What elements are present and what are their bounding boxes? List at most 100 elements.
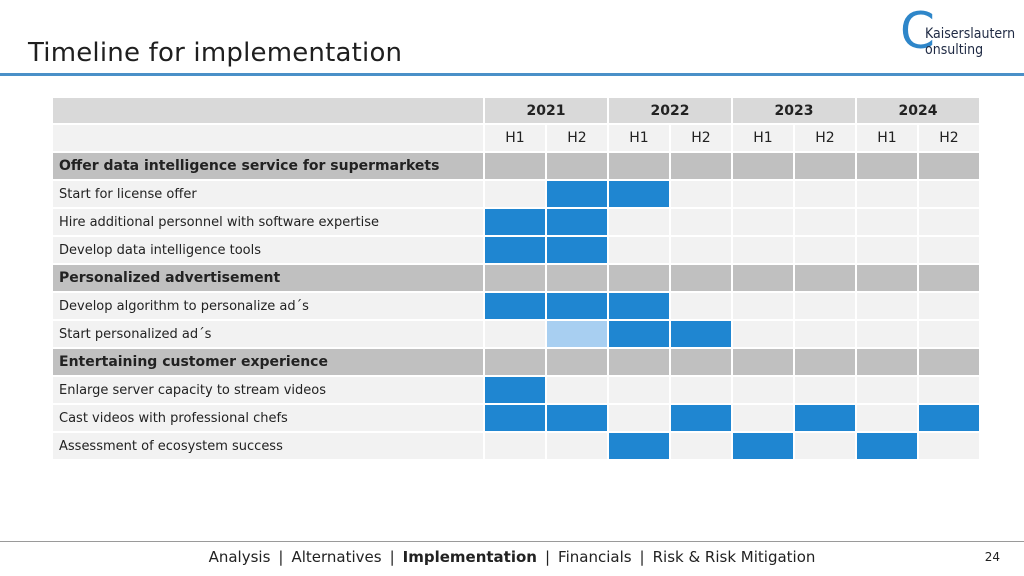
group-label: Entertaining customer experience [53,349,483,375]
nav-separator: | [639,548,645,566]
timeline-bar [671,321,731,347]
year-header: 2022 [609,98,731,123]
task-label: Start personalized ad´s [53,321,483,347]
page-title: Timeline for implementation [28,38,403,68]
task-row: Assessment of ecosystem success [53,433,979,459]
group-cell [671,265,731,291]
timeline-bar [919,405,979,431]
gantt-table: 2021 2022 2023 2024 H1 H2 H1 H2 H1 H2 H1 H2 Offer da… [51,96,981,461]
timeline-bar [547,181,607,207]
timeline-cell [671,377,731,403]
footer-divider [0,541,1024,542]
nav-separator: | [544,548,551,566]
timeline-cell [919,377,979,403]
timeline-cell [671,293,731,319]
nav-item-implementation[interactable]: Implementation [402,548,537,566]
nav-item-analysis[interactable]: Analysis [208,548,271,566]
group-cell [795,153,855,179]
group-cell [485,265,545,291]
group-cell [795,265,855,291]
timeline-cell [671,237,731,263]
timeline-cell [733,209,793,235]
timeline-bar [857,433,917,459]
timeline-cell [671,181,731,207]
group-cell [733,153,793,179]
header-blank [53,125,483,151]
year-header-row: 2021 2022 2023 2024 [53,98,979,123]
timeline-cell [733,377,793,403]
timeline-cell [733,321,793,347]
timeline-cell [919,209,979,235]
group-cell [547,265,607,291]
group-cell [919,265,979,291]
task-row: Hire additional personnel with software … [53,209,979,235]
task-row: Cast videos with professional chefs [53,405,979,431]
nav-separator: | [278,548,284,566]
group-cell [795,349,855,375]
company-logo: C Kaiserslautern onsulting [900,6,1016,60]
timeline-cell [733,293,793,319]
timeline-bar [609,321,669,347]
group-cell [671,349,731,375]
group-cell [857,153,917,179]
timeline-bar [547,209,607,235]
task-row: Enlarge server capacity to stream videos [53,377,979,403]
task-row: Develop algorithm to personalize ad´s [53,293,979,319]
timeline-cell [919,293,979,319]
nav-item-financials[interactable]: Financials [558,548,632,566]
timeline-cell [485,181,545,207]
timeline-bar [609,293,669,319]
timeline-bar [547,405,607,431]
timeline-cell [795,181,855,207]
timeline-cell [795,377,855,403]
timeline-cell [671,209,731,235]
timeline-cell [795,209,855,235]
group-label: Offer data intelligence service for supe… [53,153,483,179]
nav-item-alternatives[interactable]: Alternatives [291,548,382,566]
timeline-cell [919,237,979,263]
title-underline [0,73,1024,76]
half-header: H1 [609,125,669,151]
timeline-bar [795,405,855,431]
timeline-cell [857,405,917,431]
timeline-cell [857,209,917,235]
task-label: Develop algorithm to personalize ad´s [53,293,483,319]
group-label: Personalized advertisement [53,265,483,291]
group-cell [733,265,793,291]
group-cell [609,153,669,179]
half-header: H1 [485,125,545,151]
timeline-cell [857,321,917,347]
timeline-bar [671,405,731,431]
timeline-cell [795,321,855,347]
group-cell [671,153,731,179]
footer-nav: Analysis | Alternatives | Implementation | Fin… [0,548,1024,566]
logo-line1: Kaiserslautern [925,26,1016,42]
logo-letter: C [900,2,935,60]
group-row: Entertaining customer experience [53,349,979,375]
timeline-cell [547,377,607,403]
timeline-cell [547,433,607,459]
timeline-cell [857,237,917,263]
task-row: Start personalized ad´s [53,321,979,347]
group-row: Personalized advertisement [53,265,979,291]
timeline-cell [733,405,793,431]
timeline-cell [485,321,545,347]
group-cell [919,153,979,179]
group-cell [609,265,669,291]
timeline-bar [547,321,607,347]
timeline-cell [919,321,979,347]
timeline-cell [609,237,669,263]
timeline-bar [485,377,545,403]
nav-separator: | [389,548,395,566]
timeline-cell [733,237,793,263]
task-row: Start for license offer [53,181,979,207]
task-label: Assessment of ecosystem success [53,433,483,459]
timeline-bar [485,209,545,235]
year-header: 2023 [733,98,855,123]
nav-item-risk-risk-mitigation[interactable]: Risk & Risk Mitigation [652,548,816,566]
group-cell [919,349,979,375]
timeline-cell [609,377,669,403]
timeline-cell [795,237,855,263]
year-header: 2024 [857,98,979,123]
half-header: H2 [671,125,731,151]
